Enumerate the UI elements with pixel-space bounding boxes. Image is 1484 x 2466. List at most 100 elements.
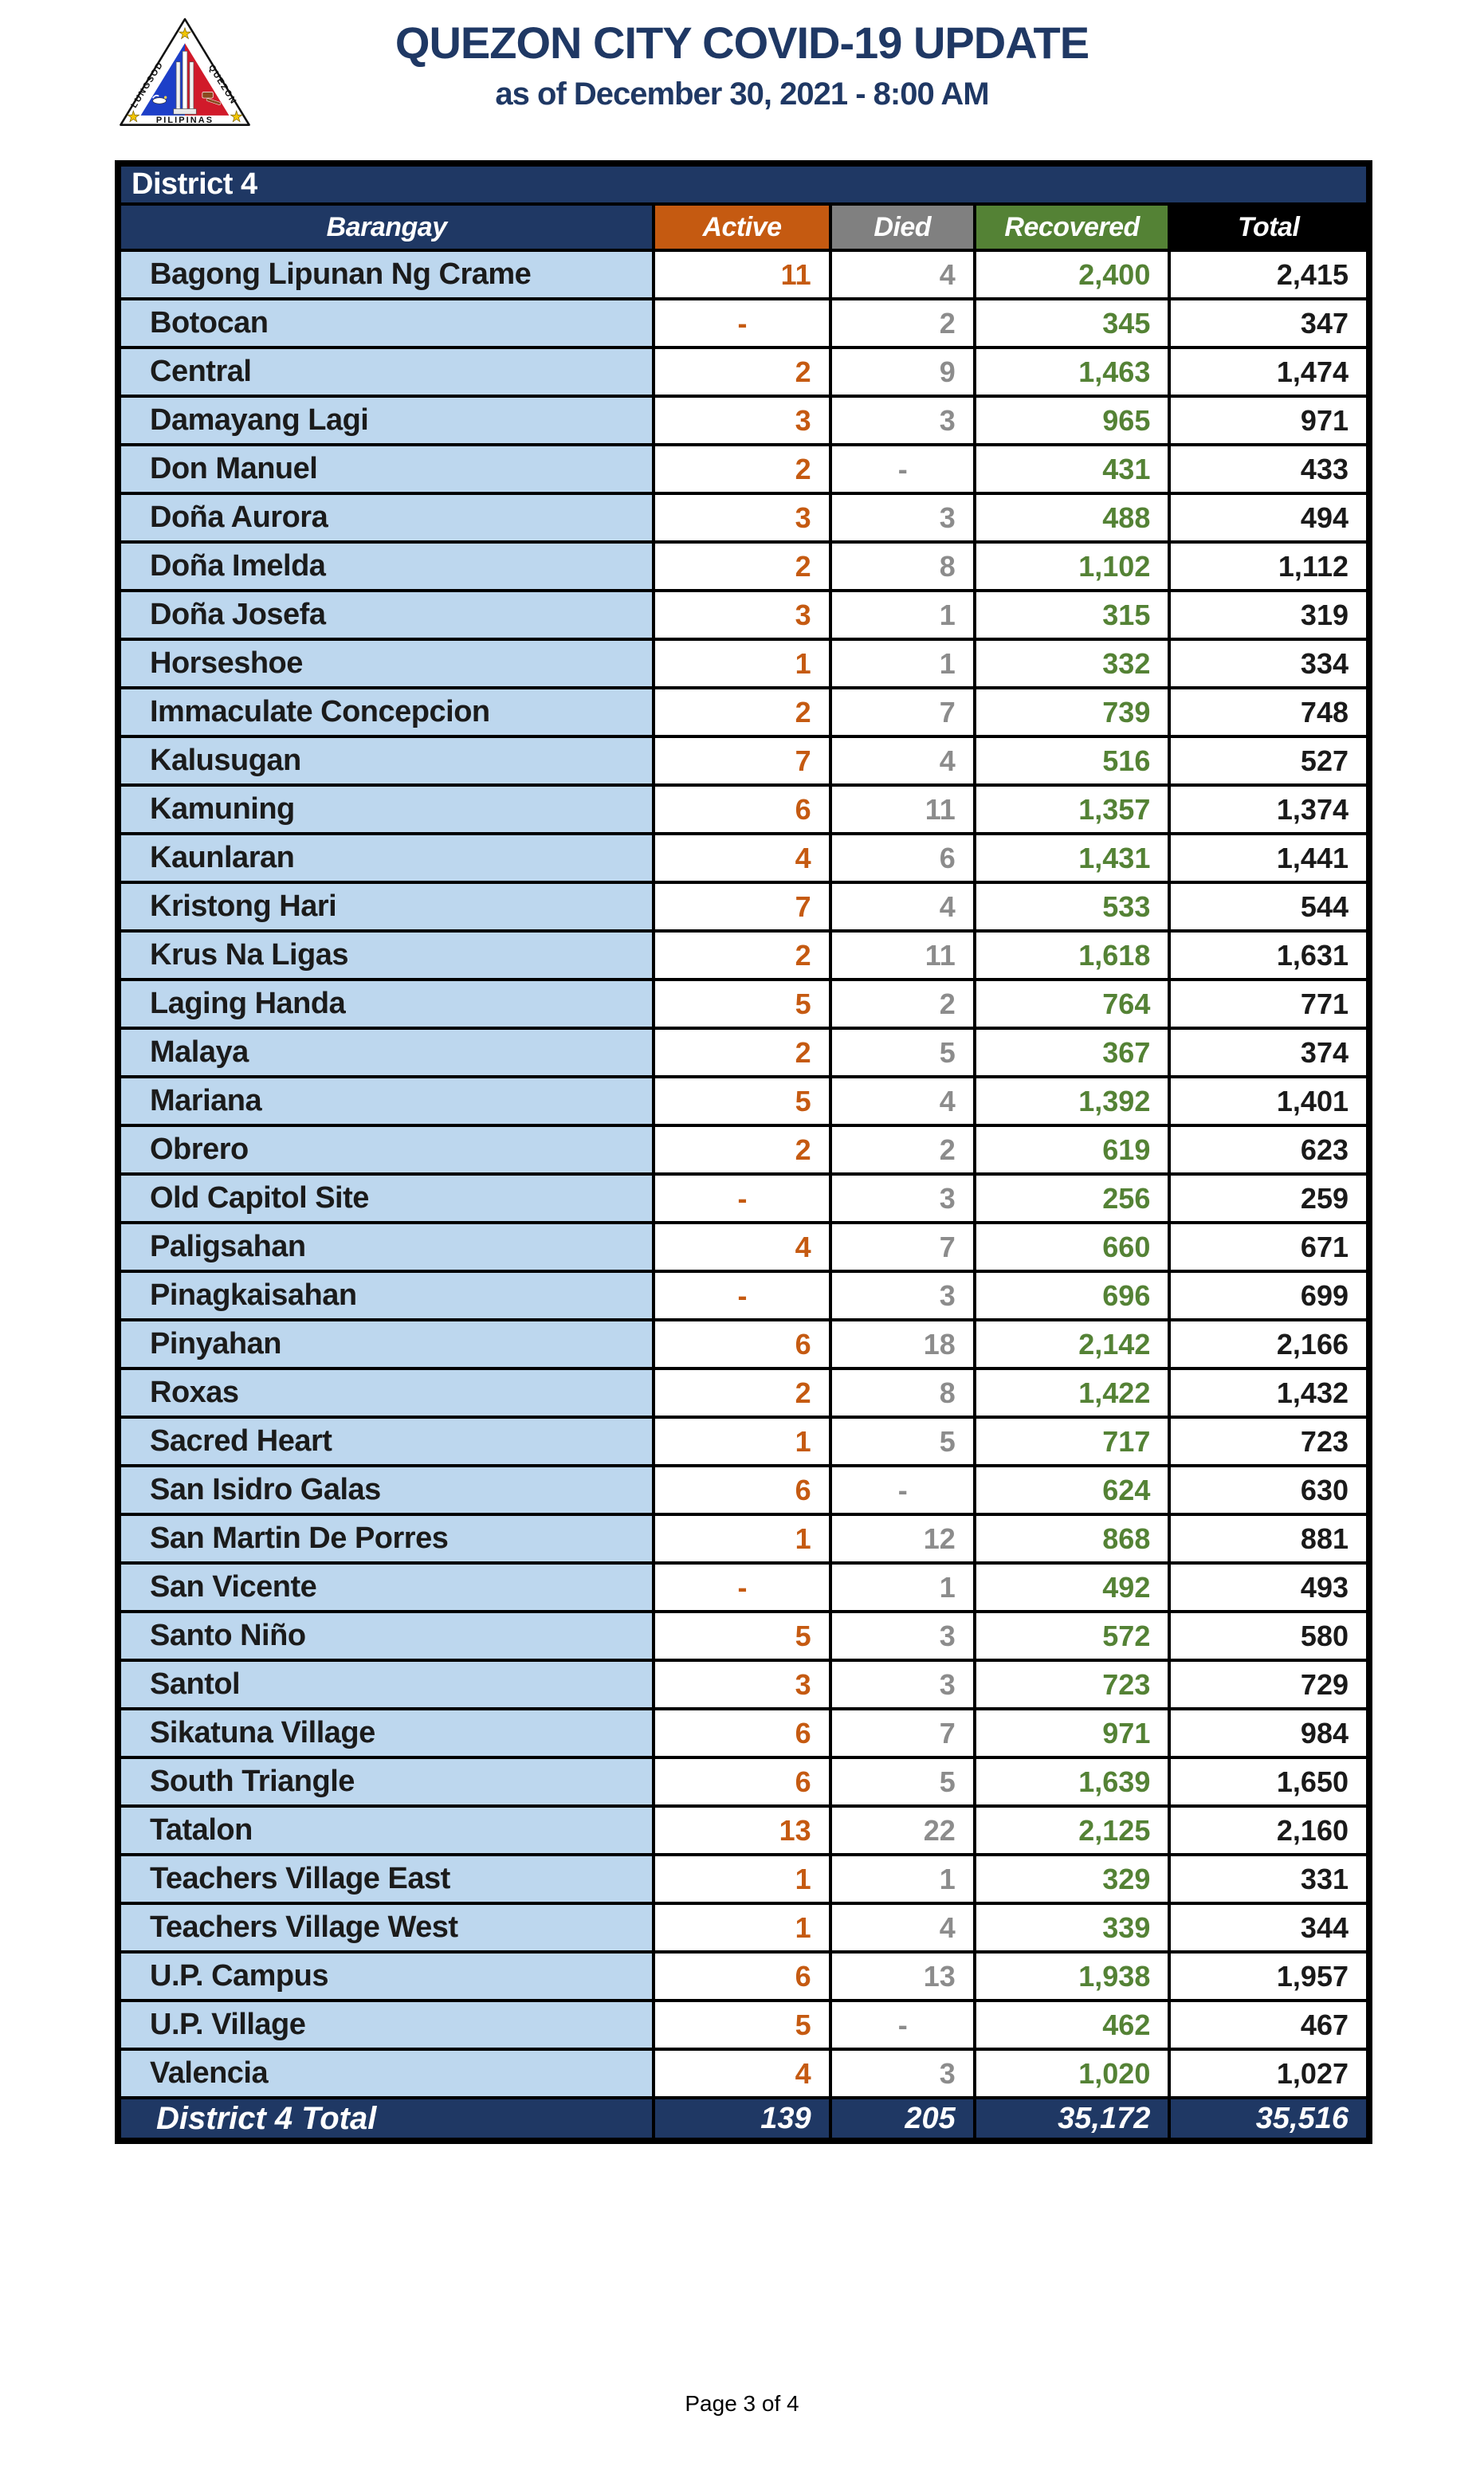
active-cell: 6 — [652, 783, 832, 835]
total-cell: 971 — [1168, 395, 1371, 446]
active-cell: 6 — [652, 1756, 832, 1808]
died-cell: 22 — [828, 1804, 976, 1856]
table-row: Doña Josefa 3 1 315 319 — [116, 589, 1371, 641]
barangay-cell: Doña Josefa — [116, 589, 656, 641]
table-row: San Vicente -1 492 493 — [116, 1561, 1371, 1613]
barangay-cell: Bagong Lipunan Ng Crame — [116, 249, 656, 300]
recovered-cell: 572 — [972, 1610, 1172, 1662]
total-cell: 331 — [1168, 1853, 1371, 1905]
active-cell: 2 — [652, 686, 832, 738]
district-total-row: District 4 Total 139 205 35,172 35,516 — [116, 2096, 1371, 2142]
recovered-cell: 971 — [972, 1707, 1172, 1759]
barangay-cell: Kalusugan — [116, 735, 656, 787]
active-cell: 7 — [652, 881, 832, 933]
died-cell: 1 — [828, 1561, 976, 1613]
recovered-cell: 339 — [972, 1902, 1172, 1954]
active-cell: 2 — [652, 443, 832, 495]
total-cell: 374 — [1168, 1027, 1371, 1078]
total-cell: 2,166 — [1168, 1318, 1371, 1370]
total-cell: 259 — [1168, 1172, 1371, 1224]
table-row: U.P. Village 5-462 467 — [116, 1999, 1371, 2051]
table-row: Tatalon 13 22 2,125 2,160 — [116, 1804, 1371, 1856]
total-cell: 2,415 — [1168, 249, 1371, 300]
column-header-died: Died — [828, 202, 976, 252]
total-cell: 881 — [1168, 1513, 1371, 1565]
barangay-cell: Immaculate Concepcion — [116, 686, 656, 738]
recovered-cell: 1,357 — [972, 783, 1172, 835]
total-cell: 729 — [1168, 1659, 1371, 1710]
recovered-cell: 332 — [972, 638, 1172, 689]
barangay-cell: Horseshoe — [116, 638, 656, 689]
table-row: Damayang Lagi 3 3 965 971 — [116, 395, 1371, 446]
barangay-cell: San Martin De Porres — [116, 1513, 656, 1565]
barangay-cell: Roxas — [116, 1367, 656, 1419]
table-row: Pinyahan 6 18 2,142 2,166 — [116, 1318, 1371, 1370]
barangay-cell: Teachers Village East — [116, 1853, 656, 1905]
recovered-cell: 431 — [972, 443, 1172, 495]
recovered-cell: 1,463 — [972, 346, 1172, 398]
barangay-cell: Santo Niño — [116, 1610, 656, 1662]
recovered-cell: 717 — [972, 1416, 1172, 1467]
active-cell: 4 — [652, 1221, 832, 1273]
recovered-cell: 965 — [972, 395, 1172, 446]
active-cell: 2 — [652, 1027, 832, 1078]
barangay-cell: Valencia — [116, 2048, 656, 2099]
recovered-cell: 739 — [972, 686, 1172, 738]
died-cell: 2 — [828, 1124, 976, 1176]
recovered-cell: 696 — [972, 1270, 1172, 1321]
active-cell: 2 — [652, 1124, 832, 1176]
total-cell: 1,441 — [1168, 832, 1371, 884]
died-cell: 8 — [828, 1367, 976, 1419]
barangay-cell: Pinyahan — [116, 1318, 656, 1370]
total-cell: 1,631 — [1168, 929, 1371, 981]
total-cell: 1,474 — [1168, 346, 1371, 398]
total-cell: 544 — [1168, 881, 1371, 933]
died-cell: 3 — [828, 1270, 976, 1321]
quezon-memorial-monument — [173, 50, 197, 115]
died-cell: 2 — [828, 978, 976, 1030]
barangay-cell: Central — [116, 346, 656, 398]
total-cell: 494 — [1168, 492, 1371, 544]
district-label: District 4 — [116, 162, 1371, 206]
table-row: Horseshoe 1 1 332 334 — [116, 638, 1371, 689]
recovered-cell: 367 — [972, 1027, 1172, 1078]
died-cell: 11 — [828, 783, 976, 835]
recovered-cell: 1,431 — [972, 832, 1172, 884]
active-cell: 6 — [652, 1464, 832, 1516]
page-title: QUEZON CITY COVID-19 UPDATE — [395, 18, 1089, 68]
table-row: Bagong Lipunan Ng Crame 11 4 2,400 2,415 — [116, 249, 1371, 300]
barangay-cell: Mariana — [116, 1075, 656, 1127]
table-row: Old Capitol Site -3 256 259 — [116, 1172, 1371, 1224]
table-row: Kalusugan 7 4 516 527 — [116, 735, 1371, 787]
died-cell: 3 — [828, 1610, 976, 1662]
barangay-cell: Kristong Hari — [116, 881, 656, 933]
barangay-cell: Teachers Village West — [116, 1902, 656, 1954]
barangay-cell: Pinagkaisahan — [116, 1270, 656, 1321]
died-cell: 5 — [828, 1416, 976, 1467]
died-cell: 12 — [828, 1513, 976, 1565]
district-total-recovered: 35,172 — [972, 2096, 1172, 2142]
total-cell: 1,401 — [1168, 1075, 1371, 1127]
barangay-cell: South Triangle — [116, 1756, 656, 1808]
column-header-total: Total — [1168, 202, 1371, 252]
total-cell: 723 — [1168, 1416, 1371, 1467]
active-cell: - — [652, 1172, 832, 1224]
barangay-cell: Laging Handa — [116, 978, 656, 1030]
barangay-cell: Botocan — [116, 297, 656, 349]
table-row: Doña Aurora 3 3 488 494 — [116, 492, 1371, 544]
total-cell: 771 — [1168, 978, 1371, 1030]
active-cell: 5 — [652, 1999, 832, 2051]
recovered-cell: 619 — [972, 1124, 1172, 1176]
active-cell: 1 — [652, 1416, 832, 1467]
total-cell: 527 — [1168, 735, 1371, 787]
active-cell: - — [652, 297, 832, 349]
active-cell: 7 — [652, 735, 832, 787]
table-row: Santo Niño 5 3 572 580 — [116, 1610, 1371, 1662]
barangay-cell: Tatalon — [116, 1804, 656, 1856]
died-cell: - — [828, 1999, 976, 2051]
died-cell: 4 — [828, 1075, 976, 1127]
table-row: Kristong Hari 7 4 533 544 — [116, 881, 1371, 933]
active-cell: 1 — [652, 1902, 832, 1954]
recovered-cell: 868 — [972, 1513, 1172, 1565]
